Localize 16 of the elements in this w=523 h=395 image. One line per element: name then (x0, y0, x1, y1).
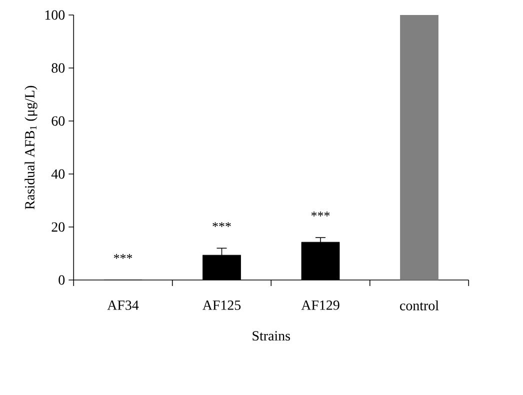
x-tick-label: AF34 (107, 300, 139, 310)
annotation: *** (212, 222, 231, 227)
y-axis-title: Rasidual AFB$_{1}$ (μg/L) (24, 86, 38, 210)
x-tick-label: AF125 (202, 300, 241, 310)
y-tick-label: 0 (58, 275, 65, 285)
y-tick-label: 40 (51, 169, 65, 179)
annotation: *** (311, 212, 330, 216)
annotation: *** (114, 254, 132, 259)
y-tick-label: 60 (52, 116, 65, 126)
y-tick-label: 100 (45, 10, 65, 20)
x-tick-label: control (400, 300, 439, 310)
x-axis-title: Strains (252, 331, 290, 341)
y-tick-label: 80 (52, 63, 65, 73)
bar (400, 14, 438, 280)
y-tick-label: 20 (52, 222, 65, 232)
x-tick-label: AF129 (301, 300, 340, 310)
